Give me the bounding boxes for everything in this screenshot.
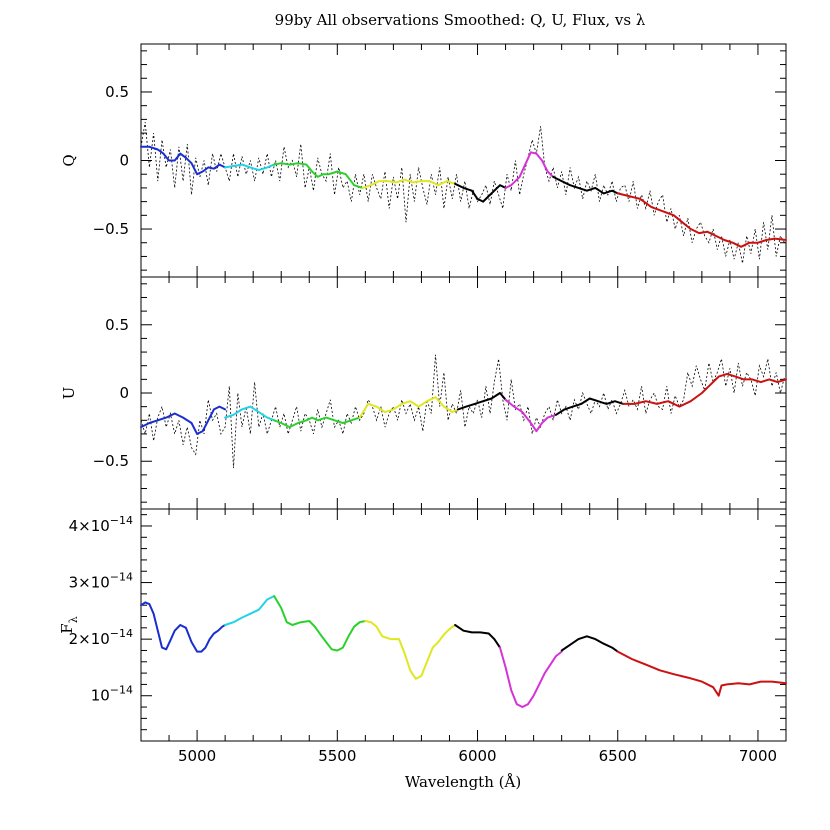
plot-frame	[140, 43, 787, 278]
y-tick-label: 0	[119, 152, 129, 170]
smoothed-segment-cyan	[224, 405, 276, 422]
y-tick-label: 0.5	[105, 83, 129, 101]
x-axis-label: Wavelength (Å)	[405, 773, 521, 791]
y-tick-label: 10−14	[91, 684, 133, 705]
flux-panel: 5000 5500 6000 6500 7000 10−14 2×10−14 3×10−14 4…	[58, 508, 787, 765]
x-tick-label: 6000	[458, 747, 496, 765]
smoothed-segment-black	[560, 635, 619, 653]
smoothed-segment-yellow	[358, 396, 459, 419]
smoothed-segment-black	[552, 175, 619, 195]
smoothed-segment-green	[273, 595, 367, 652]
y-axis-label: Q	[60, 154, 78, 166]
x-tick-label: 7000	[739, 747, 777, 765]
plot-frame	[140, 276, 787, 510]
y-axis-label: Fλ	[58, 616, 80, 633]
y-tick-label: −0.5	[93, 452, 129, 470]
x-tick-label: 5000	[178, 747, 216, 765]
smoothed-segment-red	[622, 372, 787, 408]
y-axis-label: U	[60, 387, 78, 400]
smoothed-segment-magenta	[504, 398, 557, 433]
y-tick-label: −0.5	[93, 220, 129, 238]
smoothed-segment-blue	[140, 601, 227, 653]
u-panel: −0.5 0 0.5 U	[60, 276, 787, 510]
smoothed-segment-magenta	[504, 151, 555, 189]
smoothed-segment-cyan	[224, 163, 276, 172]
smoothed-segment-blue	[140, 405, 227, 435]
x-tick-label: 6500	[599, 747, 637, 765]
smoothed-segment-blue	[140, 145, 227, 176]
y-tick-label: 4×10−14	[69, 514, 133, 535]
smoothed-segment-black	[456, 392, 507, 411]
y-tick-label: 3×10−14	[69, 571, 133, 592]
smoothed-segment-black	[454, 624, 501, 649]
y-tick-label: 2×10−14	[69, 627, 133, 648]
x-tick-label: 5500	[318, 747, 356, 765]
smoothed-segment-red	[616, 192, 787, 248]
smoothed-segment-green	[273, 162, 364, 189]
smoothed-segment-yellow	[364, 620, 457, 680]
plot-frame	[140, 508, 787, 742]
smoothed-segment-red	[616, 650, 787, 697]
y-tick-label: 0	[119, 384, 129, 402]
chart-title: 99by All observations Smoothed: Q, U, Fl…	[275, 11, 646, 29]
smoothed-segment-yellow	[361, 178, 457, 189]
y-tick-label: 0.5	[105, 316, 129, 334]
smoothed-segment-black	[555, 397, 625, 416]
smoothed-segment-black	[454, 182, 507, 203]
raw-data-line	[140, 122, 785, 264]
smoothed-segment-magenta	[499, 646, 563, 708]
smoothed-segment-cyan	[224, 595, 276, 626]
q-panel: −0.5 0 0.5 Q	[60, 43, 787, 278]
smoothed-segment-green	[273, 416, 361, 429]
